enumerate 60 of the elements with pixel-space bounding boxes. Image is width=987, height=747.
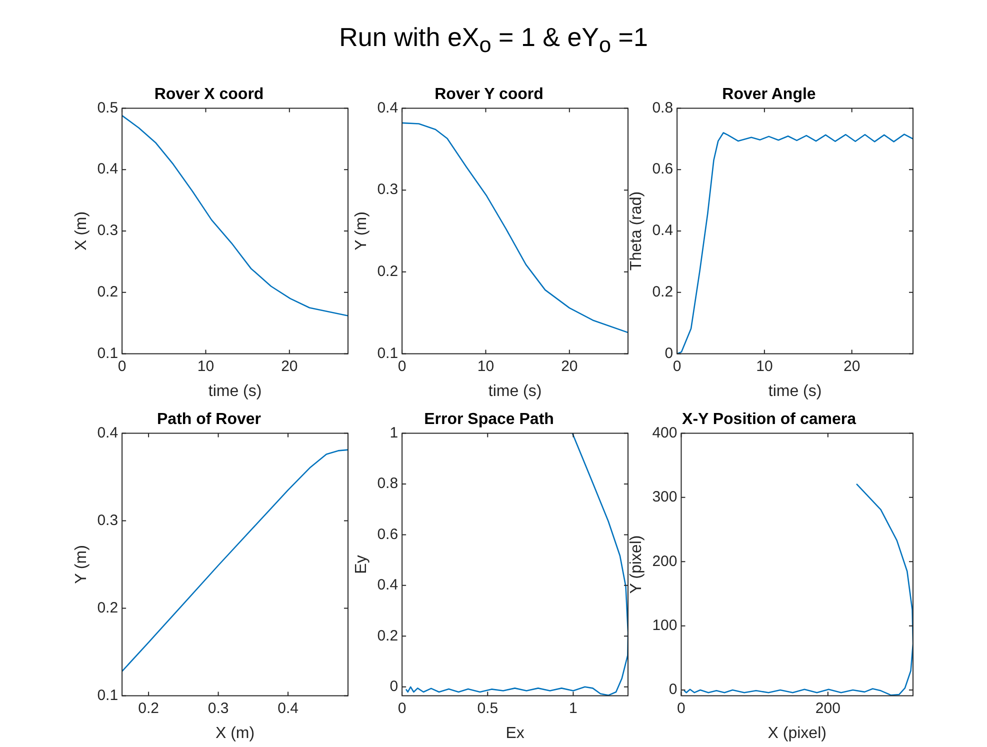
y-tick-label: 0 — [664, 344, 674, 362]
y-tick-label: 300 — [652, 488, 678, 506]
y-tick-label: 0.3 — [97, 222, 118, 240]
x-tick-label: 10 — [477, 358, 494, 375]
y-tick-label: 0.4 — [377, 99, 398, 116]
y-axis-title: Theta (rad) — [628, 191, 646, 271]
y-tick-label: 100 — [652, 616, 678, 634]
chart-title: Rover X coord — [154, 86, 264, 104]
chart-title: X-Y Position of camera — [682, 411, 856, 428]
y-tick-label: 0.4 — [377, 576, 398, 594]
chart-title: Path of Rover — [156, 411, 262, 428]
y-tick-label: 0.3 — [377, 181, 398, 198]
y-tick-label: 0.3 — [97, 512, 118, 529]
y-axis-title: Y (m) — [73, 545, 90, 584]
y-tick-label: 0.8 — [377, 475, 398, 492]
x-axis-title: Ex — [506, 724, 524, 742]
x-tick-label: 0.4 — [278, 700, 298, 717]
x-tick-label: 20 — [561, 358, 578, 375]
y-tick-label: 0.4 — [652, 222, 674, 240]
y-tick-label: 0.4 — [97, 424, 118, 442]
y-axis-title: Ey — [353, 555, 370, 574]
x-tick-label: 20 — [281, 358, 298, 375]
x-tick-label: 0.2 — [138, 700, 159, 717]
y-tick-label: 0 — [390, 678, 398, 696]
y-tick-label: 0.4 — [97, 160, 118, 178]
x-tick-label: 1 — [569, 700, 578, 717]
chart-title: Rover Y coord — [434, 86, 544, 104]
y-tick-label: 0.1 — [97, 686, 118, 704]
y-tick-label: 0.8 — [652, 99, 674, 116]
x-tick-label: 200 — [815, 700, 840, 717]
x-axis-title: X (m) — [215, 724, 255, 742]
y-tick-label: 0.6 — [377, 526, 398, 543]
y-tick-label: 1 — [390, 424, 398, 442]
y-tick-label: 0.1 — [377, 344, 398, 362]
y-tick-label: 0.2 — [377, 627, 398, 644]
y-axis-title: Y (m) — [353, 212, 370, 250]
x-axis-title: time (s) — [768, 382, 822, 400]
y-tick-label: 0.2 — [97, 284, 118, 301]
y-tick-label: 0.2 — [97, 599, 118, 616]
y-tick-label: 400 — [652, 424, 678, 442]
x-tick-label: 0.5 — [477, 700, 498, 717]
y-tick-label: 0 — [668, 681, 678, 698]
x-axis-title: time (s) — [208, 382, 262, 400]
x-tick-label: 20 — [843, 358, 860, 375]
y-tick-label: 0.1 — [97, 344, 118, 362]
chart-title: Error Space Path — [424, 411, 554, 428]
x-axis-title: X (pixel) — [768, 724, 826, 742]
y-axis-title: Y (pixel) — [628, 535, 646, 594]
x-tick-label: 10 — [197, 358, 214, 375]
x-tick-label: 10 — [756, 358, 773, 375]
y-tick-label: 200 — [652, 552, 678, 570]
y-tick-label: 0.2 — [377, 263, 398, 280]
x-axis-title: time (s) — [488, 382, 542, 400]
y-tick-label: 0.5 — [97, 99, 118, 116]
y-tick-label: 0.2 — [652, 284, 674, 301]
text: Run with eX$_{o}$ = 1 & eY$_{o}$ =1 — [338, 22, 649, 58]
y-tick-label: 0.6 — [652, 160, 674, 178]
y-axis-title: X (m) — [73, 211, 90, 251]
x-tick-label: 0.3 — [208, 700, 229, 717]
chart-title: Rover Angle — [722, 86, 816, 104]
